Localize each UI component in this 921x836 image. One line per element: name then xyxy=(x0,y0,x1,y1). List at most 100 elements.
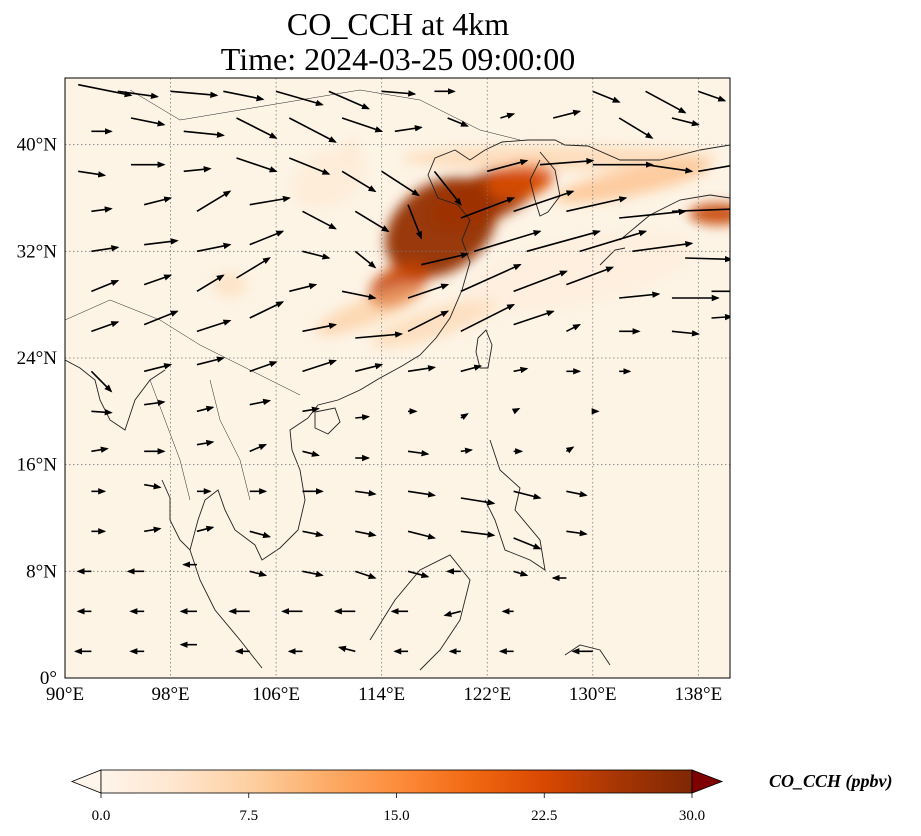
title-line-2: Time: 2024-03-25 09:00:00 xyxy=(221,41,575,77)
co-plume-2 xyxy=(486,162,555,199)
lon-tick-label: 106°E xyxy=(252,684,300,705)
wind-arrow xyxy=(249,361,278,373)
wind-arrow xyxy=(328,90,370,110)
wind-arrow xyxy=(539,157,595,166)
wind-arrow xyxy=(196,405,215,413)
wind-arrow xyxy=(143,196,173,206)
wind-arrow xyxy=(289,157,331,175)
wind-arrow xyxy=(117,90,159,99)
wind-arrow xyxy=(130,117,166,127)
colorbar-over-extension xyxy=(691,769,724,794)
wind-arrow xyxy=(698,165,730,173)
colorbar-gradient xyxy=(101,770,692,793)
wind-arrow xyxy=(170,90,219,98)
map-panel xyxy=(64,77,731,679)
wind-arrow xyxy=(421,252,469,266)
wind-arrow xyxy=(500,112,516,119)
colorbar: 0.0 7.5 15.0 22.5 30.0 CO_CCH (ppbv) xyxy=(70,769,893,824)
wind-arrow xyxy=(355,570,377,579)
wind-arrow xyxy=(302,359,338,373)
colorbar-label: CO_CCH (ppbv) xyxy=(769,771,893,792)
wind-arrow xyxy=(513,270,568,293)
wind-vectors xyxy=(73,83,730,655)
wind-arrow xyxy=(302,406,320,413)
colorbar-tick-label: 30.0 xyxy=(679,808,705,824)
co-plume-8 xyxy=(554,160,710,204)
wind-arrow xyxy=(302,250,331,260)
wind-arrow xyxy=(78,170,107,178)
lat-tick-label: 40°N xyxy=(17,135,58,156)
co-plume-4 xyxy=(689,203,730,225)
graticule xyxy=(65,78,730,678)
wind-arrow xyxy=(711,313,730,321)
wind-arrow xyxy=(249,230,285,246)
philippines-coastline xyxy=(484,439,546,571)
wind-arrow xyxy=(511,407,521,415)
wind-arrow xyxy=(685,255,730,263)
wind-arrow xyxy=(144,483,162,490)
wind-arrow xyxy=(143,274,173,286)
wind-arrow xyxy=(407,449,430,457)
wind-arrow xyxy=(354,250,377,269)
wind-arrow xyxy=(183,130,225,138)
wind-arrow xyxy=(619,291,661,299)
wind-arrow xyxy=(460,530,496,538)
wind-arrow xyxy=(196,242,232,253)
lon-tick-label: 138°E xyxy=(674,684,722,705)
wind-arrow xyxy=(91,206,113,213)
lat-tick-label: 16°N xyxy=(17,455,58,476)
wind-arrow xyxy=(302,450,320,457)
wind-arrow xyxy=(566,323,582,333)
wind-arrow xyxy=(566,266,615,286)
taiwan-coastline xyxy=(475,329,493,369)
longitude-tick-labels: 90°E 98°E 106°E 114°E 122°E 130°E 138°E xyxy=(46,684,722,705)
colorbar-tick-label: 15.0 xyxy=(383,808,409,824)
wind-arrow xyxy=(249,195,291,206)
wind-arrow xyxy=(223,90,265,102)
wind-arrow xyxy=(236,257,271,279)
borneo-coastline xyxy=(369,554,471,671)
wind-arrow xyxy=(407,204,422,240)
land-borders xyxy=(65,89,521,501)
wind-arrow xyxy=(645,163,694,174)
lat-tick-label: 8°N xyxy=(26,561,57,582)
korea-coastline xyxy=(529,151,561,217)
wind-arrow xyxy=(249,530,272,539)
wind-arrow xyxy=(236,157,278,173)
lon-tick-label: 114°E xyxy=(358,684,405,705)
lat-tick-label: 0° xyxy=(40,668,57,689)
wind-arrow xyxy=(460,447,473,454)
wind-arrow xyxy=(671,117,700,127)
wind-arrow xyxy=(183,166,212,173)
wind-arrow xyxy=(196,356,225,366)
wind-arrow xyxy=(249,398,272,406)
wind-arrow xyxy=(566,196,628,213)
co-plume-11 xyxy=(292,147,366,209)
wind-arrow xyxy=(355,331,404,339)
wind-arrow xyxy=(249,301,285,319)
wind-arrow xyxy=(565,446,575,454)
wind-arrow xyxy=(196,319,232,333)
title-line-1: CO_CCH at 4km xyxy=(287,6,509,42)
wind-arrow xyxy=(302,322,338,333)
wind-arrow xyxy=(302,530,324,538)
lon-tick-label: 90°E xyxy=(46,684,84,705)
wind-arrow xyxy=(381,90,417,97)
wind-arrow xyxy=(394,125,423,133)
wind-arrow xyxy=(196,525,215,533)
wind-arrow xyxy=(552,109,582,119)
wind-arrow xyxy=(196,439,215,447)
wind-arrow xyxy=(144,399,166,407)
wind-arrow xyxy=(526,229,601,253)
wind-arrow xyxy=(341,290,377,300)
wind-arrow xyxy=(355,489,377,497)
wind-arrow xyxy=(91,409,113,416)
wind-arrow xyxy=(513,570,529,577)
wind-arrow xyxy=(566,529,588,537)
wind-arrow xyxy=(579,230,648,253)
wind-arrow xyxy=(407,530,436,540)
wind-arrow xyxy=(355,414,371,421)
wind-arrow xyxy=(355,363,384,373)
wind-arrow xyxy=(433,170,462,206)
